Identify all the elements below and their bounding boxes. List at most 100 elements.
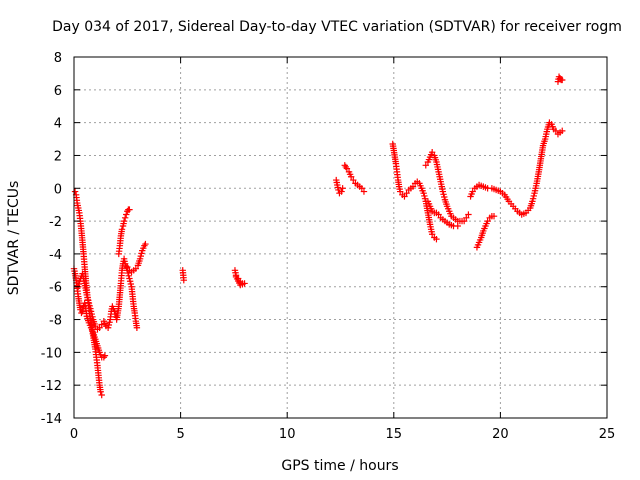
data-point — [339, 185, 346, 192]
y-tick-label: -4 — [49, 248, 62, 263]
data-points — [70, 73, 566, 399]
data-point — [559, 76, 566, 84]
data-point — [98, 321, 105, 328]
data-point — [350, 176, 357, 184]
data-point — [529, 198, 536, 205]
data-point — [132, 265, 140, 272]
data-point — [490, 212, 498, 220]
data-point — [127, 280, 135, 288]
plot-frame — [73, 56, 608, 419]
data-point — [126, 278, 134, 285]
y-tick-label: 8 — [54, 51, 62, 66]
series-trace-c — [75, 255, 141, 333]
y-tick-label: 6 — [54, 84, 62, 99]
y-axis-label: SDTVAR / TECUs — [6, 181, 22, 296]
series-trace-h — [333, 176, 346, 197]
data-point — [428, 231, 436, 238]
axis-ticks — [73, 56, 608, 419]
data-point — [133, 324, 141, 331]
x-tick-label: 20 — [492, 427, 509, 442]
data-point — [96, 324, 103, 331]
data-point — [101, 352, 109, 359]
data-point — [75, 280, 83, 288]
y-tick-label: -8 — [49, 314, 62, 329]
y-tick-label: -14 — [41, 412, 62, 427]
data-point — [142, 240, 149, 248]
data-point — [121, 214, 129, 222]
data-point — [124, 263, 131, 271]
data-point — [87, 308, 95, 315]
series-trace-g — [231, 267, 248, 289]
y-tick-label: 4 — [54, 117, 62, 132]
data-point — [83, 291, 90, 299]
data-point — [360, 188, 368, 195]
data-point — [125, 272, 132, 279]
data-point — [439, 188, 447, 195]
series-trace-j — [389, 140, 440, 243]
series-trace-f — [179, 267, 187, 284]
grid — [74, 57, 607, 418]
data-point — [529, 195, 537, 202]
data-point — [441, 193, 448, 201]
data-point — [347, 173, 355, 180]
data-point — [87, 305, 94, 312]
data-point — [232, 273, 240, 281]
y-tick-label: -12 — [41, 379, 62, 394]
data-point — [84, 294, 91, 301]
data-point — [126, 206, 133, 213]
data-point — [343, 165, 351, 172]
series-trace-m — [467, 119, 566, 218]
x-tick-label: 0 — [70, 427, 78, 442]
series-trace-o — [554, 73, 566, 85]
data-point — [403, 189, 410, 197]
data-point — [421, 195, 429, 202]
data-point — [180, 276, 187, 284]
data-point — [106, 319, 113, 326]
y-tick-label: -2 — [49, 215, 62, 230]
data-point — [530, 192, 538, 200]
series-trace-e — [124, 240, 149, 276]
data-point — [138, 250, 145, 257]
data-point — [105, 321, 113, 329]
data-point — [123, 211, 130, 218]
x-tick-label: 5 — [176, 427, 184, 442]
data-point — [85, 297, 92, 304]
data-point — [421, 192, 428, 200]
data-point — [92, 322, 99, 330]
data-point — [124, 269, 132, 277]
y-tick-label: 2 — [54, 149, 62, 164]
data-point — [118, 226, 126, 233]
data-point — [440, 191, 447, 198]
x-tick-labels: 0 5 10 15 20 25 — [70, 427, 615, 442]
data-point — [396, 188, 404, 195]
data-point — [88, 310, 95, 318]
data-point — [420, 189, 427, 197]
y-tick-label: -6 — [49, 281, 62, 296]
x-axis-label: GPS time / hours — [281, 458, 398, 474]
data-point — [460, 217, 468, 225]
x-tick-label: 25 — [599, 427, 616, 442]
data-point — [428, 148, 436, 156]
series-trace-n — [473, 212, 498, 251]
data-point — [338, 188, 345, 195]
data-point — [98, 391, 105, 399]
data-point — [358, 185, 366, 192]
series-trace-d — [115, 206, 133, 258]
x-tick-label: 15 — [386, 427, 403, 442]
data-point — [86, 302, 93, 310]
y-tick-label: 0 — [54, 182, 62, 197]
data-point — [433, 235, 440, 243]
data-point — [435, 211, 442, 218]
x-tick-label: 10 — [279, 427, 296, 442]
data-point — [137, 252, 145, 260]
series-trace-l — [424, 198, 461, 230]
data-point — [126, 275, 133, 282]
data-point — [136, 255, 144, 263]
data-point — [104, 324, 112, 331]
data-point — [465, 211, 472, 218]
data-point — [89, 313, 96, 321]
series-trace-i — [341, 162, 368, 195]
chart-title: Day 034 of 2017, Sidereal Day-to-day VTE… — [52, 19, 622, 35]
y-tick-label: -10 — [41, 346, 62, 361]
